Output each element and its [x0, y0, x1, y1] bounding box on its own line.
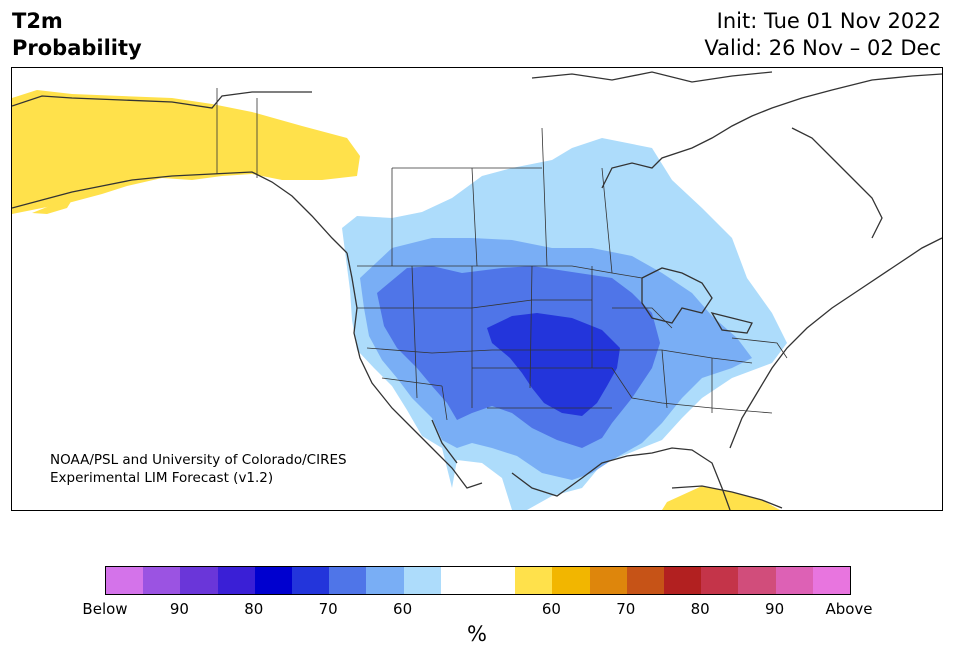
- title-line-1: T2m: [12, 9, 63, 33]
- colorbar-segment: [106, 567, 144, 594]
- init-date: Init: Tue 01 Nov 2022: [716, 9, 941, 33]
- canada-provinces: [216, 88, 613, 274]
- forecast-map: NOAA/PSL and University of Colorado/CIRE…: [11, 67, 943, 511]
- arctic-islands: [531, 71, 883, 239]
- colorbar-segment: [329, 567, 367, 594]
- colorbar-segment: [143, 567, 181, 594]
- colorbar-segment: [180, 567, 218, 594]
- colorbar-segment: [366, 567, 404, 594]
- colorbar-tick-label: 70: [318, 600, 338, 618]
- colorbar-segment: [626, 567, 665, 594]
- pacific-coast: [346, 252, 483, 489]
- colorbar-segment: [775, 567, 813, 594]
- colorbar-segment: [403, 567, 441, 594]
- credit-line-2: Experimental LIM Forecast (v1.2): [50, 470, 273, 486]
- alaska-coast: [12, 91, 348, 254]
- colorbar-segment: [738, 567, 776, 594]
- title-line-2: Probability: [12, 36, 142, 60]
- cuba-coast: [671, 485, 783, 509]
- colorbar-tick-label: 70: [616, 600, 636, 618]
- colorbar-tick-label: 90: [765, 600, 785, 618]
- colorbar-tick-label: 80: [690, 600, 710, 618]
- great-lakes: [641, 267, 753, 334]
- credit-line-1: NOAA/PSL and University of Colorado/CIRE…: [50, 452, 347, 468]
- valid-date: Valid: 26 Nov – 02 Dec: [704, 36, 941, 60]
- colorbar-segment: [292, 567, 330, 594]
- alaska-peninsula-warm: [32, 200, 72, 214]
- us-states-east: [611, 307, 788, 414]
- colorbar-segment: [812, 567, 851, 594]
- colorbar-segment: [552, 567, 590, 594]
- probability-colorbar: [105, 566, 851, 595]
- colorbar-segment: [217, 567, 255, 594]
- dark-blue-region: [487, 313, 620, 416]
- colorbar-segment: [664, 567, 702, 594]
- colorbar-segment: [589, 567, 627, 594]
- colorbar-tick-label: Below: [82, 600, 128, 618]
- colorbar-tick-label: 90: [169, 600, 189, 618]
- colorbar-segment: [515, 567, 553, 594]
- atlantic-coast: [729, 237, 942, 449]
- colorbar-tick-label: Above: [825, 600, 873, 618]
- map-title: T2m Probability: [12, 8, 142, 62]
- colorbar-segment: [254, 567, 293, 594]
- gulf-coast: [511, 447, 731, 510]
- us-states-west: [357, 265, 612, 421]
- colorbar-tick-label: 60: [541, 600, 561, 618]
- colorbar-segment: [440, 567, 479, 594]
- colorbar-segment: [701, 567, 739, 594]
- alaska-warm-region: [12, 90, 360, 214]
- colorbar-unit: %: [467, 622, 487, 646]
- hudson-bay-coast: [601, 73, 942, 189]
- colorbar-segment: [478, 567, 516, 594]
- forecast-dates: Init: Tue 01 Nov 2022 Valid: 26 Nov – 02…: [704, 8, 941, 62]
- caribbean-warm-region: [662, 486, 780, 510]
- colorbar-tick-label: 60: [393, 600, 413, 618]
- colorbar-tick-label: 80: [244, 600, 264, 618]
